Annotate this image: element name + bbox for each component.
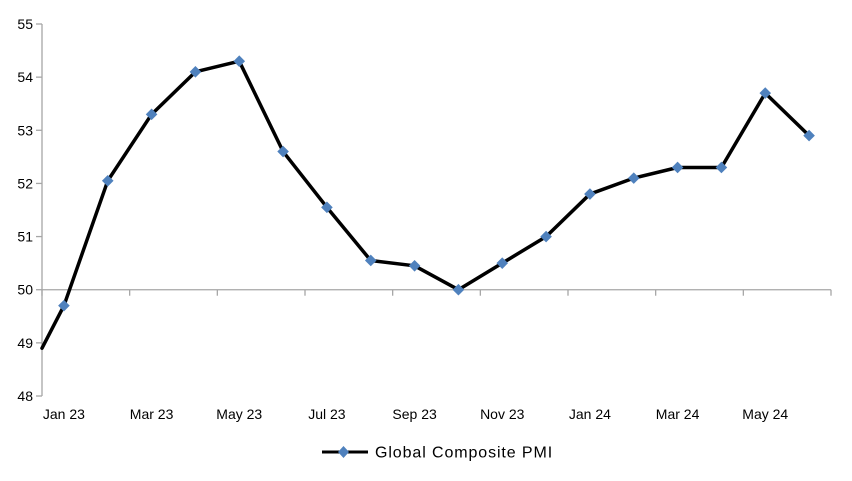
- x-axis-tick-label: Mar 24: [656, 406, 700, 422]
- y-axis-tick-label: 53: [17, 122, 33, 138]
- y-axis-tick-label: 48: [17, 388, 33, 404]
- y-axis-tick-label: 54: [17, 69, 33, 85]
- x-axis-tick-label: May 24: [742, 406, 788, 422]
- data-point-marker: [58, 299, 70, 312]
- x-axis-tick-label: Jul 23: [308, 406, 346, 422]
- data-point-marker: [715, 161, 728, 174]
- data-point-marker: [277, 145, 289, 158]
- y-axis: 48 49 50 51 52 53 54 55: [17, 16, 43, 404]
- y-axis-tick-label: 52: [17, 175, 33, 191]
- data-point-marker: [671, 161, 684, 174]
- x-axis-tick-label: Mar 23: [130, 406, 174, 422]
- legend: Global Composite PMI: [322, 445, 553, 462]
- data-point-marker: [364, 254, 377, 267]
- pmi-series-line: [40, 59, 811, 350]
- series-global-composite-pmi: [40, 55, 815, 350]
- data-point-marker: [233, 55, 246, 67]
- data-point-marker: [145, 108, 158, 121]
- data-point-marker: [101, 174, 114, 187]
- x-axis: Jan 23 Mar 23 May 23 Jul 23 Sep 23 Nov 23 Jan …: [41, 289, 832, 422]
- x-axis-tick-label: May 23: [216, 406, 262, 422]
- y-axis-tick-label: 55: [17, 16, 33, 32]
- data-point-marker: [321, 201, 333, 214]
- data-point-marker: [627, 172, 640, 184]
- data-point-marker: [803, 129, 815, 142]
- data-point-marker: [452, 283, 465, 296]
- x-axis-tick-label: Jan 24: [569, 406, 611, 422]
- y-axis-tick-label: 51: [17, 229, 33, 245]
- data-point-marker: [189, 66, 202, 78]
- y-axis-tick-label: 50: [17, 282, 33, 298]
- data-point-marker: [759, 87, 772, 99]
- x-axis-tick-label: Sep 23: [392, 406, 437, 422]
- data-point-marker: [540, 230, 552, 243]
- y-axis-tick-label: 49: [17, 335, 33, 351]
- x-axis-tick-label: Jan 23: [43, 406, 85, 422]
- legend-marker-diamond: [338, 446, 349, 458]
- data-point-marker: [408, 260, 421, 272]
- legend-label: Global Composite PMI: [375, 445, 553, 462]
- x-axis-tick-label: Nov 23: [480, 406, 525, 422]
- data-point-marker: [496, 257, 509, 269]
- data-point-marker: [584, 188, 596, 200]
